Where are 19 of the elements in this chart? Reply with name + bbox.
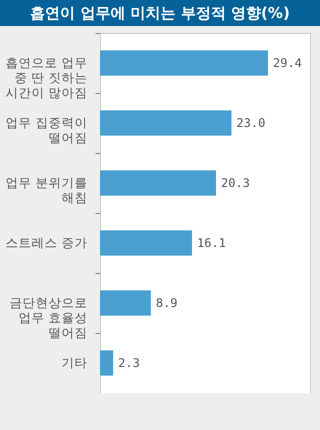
y-tick-label: 스트레스 증가 bbox=[6, 235, 88, 250]
chart-title: 흡연이 업무에 미치는 부정적 영향(%) bbox=[0, 0, 320, 26]
bar bbox=[100, 290, 151, 316]
data-label: 16.1 bbox=[197, 236, 226, 250]
data-label: 20.3 bbox=[221, 176, 250, 190]
bar bbox=[100, 230, 192, 256]
y-tick-label: 금단현상으로 업무 효율성 떨어짐 bbox=[10, 295, 88, 340]
data-label: 2.3 bbox=[118, 356, 140, 370]
y-tick-label: 기타 bbox=[62, 355, 88, 370]
bar bbox=[100, 350, 114, 376]
data-label: 23.0 bbox=[236, 116, 266, 130]
data-label: 29.4 bbox=[273, 56, 302, 70]
y-tick-label: 업무 집중력이 떨어짐 bbox=[6, 115, 88, 145]
data-label: 8.9 bbox=[156, 296, 178, 310]
bar bbox=[100, 170, 216, 196]
bar bbox=[100, 110, 232, 136]
y-tick-label: 흡연으로 업무 중 딴 짓하는 시간이 많아짐 bbox=[6, 55, 88, 100]
y-tick-label: 업무 분위기를 해침 bbox=[6, 175, 88, 205]
bar bbox=[100, 50, 268, 76]
